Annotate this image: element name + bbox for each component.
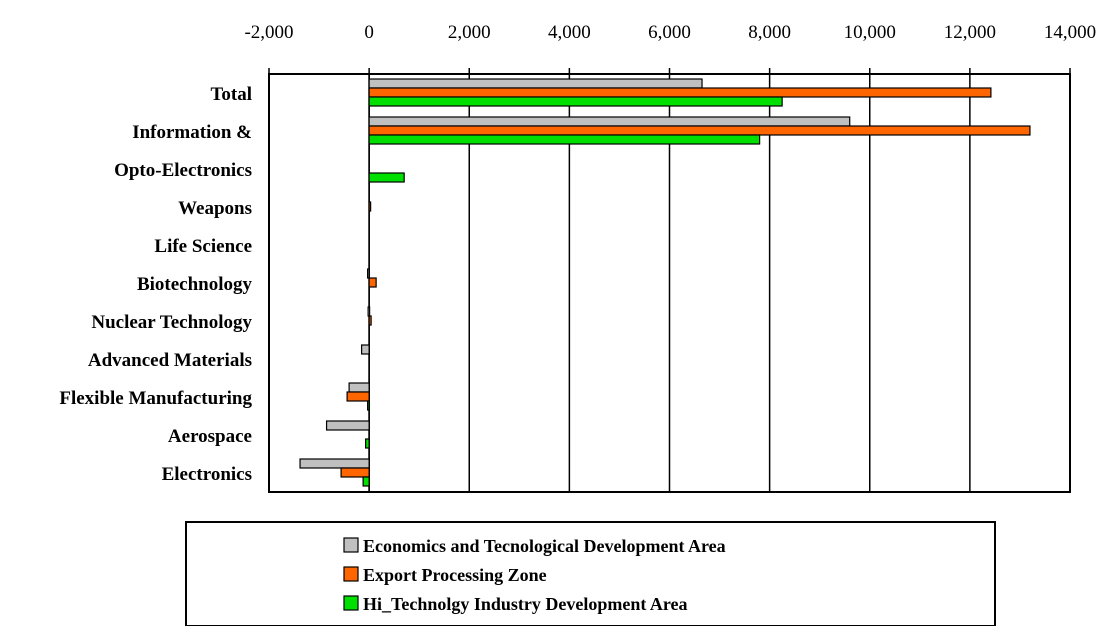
bar: [368, 172, 405, 183]
bar: [367, 400, 370, 411]
x-tick-label: 14,000: [1044, 22, 1096, 43]
legend-label: Hi_Technolgy Industry Development Area: [363, 594, 688, 614]
bar: [362, 476, 370, 487]
category-label: Weapons: [178, 198, 252, 219]
bar: [367, 268, 370, 279]
bar: [299, 458, 370, 469]
bar: [368, 87, 992, 98]
x-tick-label: 0: [364, 22, 374, 43]
bar: [368, 277, 377, 288]
bar: [325, 420, 370, 431]
category-label: Biotechnology: [137, 274, 253, 295]
bar: [368, 116, 851, 127]
category-label: Life Science: [154, 236, 252, 257]
bar: [368, 125, 1031, 136]
category-label: Information &: [132, 122, 252, 143]
x-tick-label: 4,000: [548, 22, 591, 43]
legend-swatch: [343, 566, 359, 582]
category-label: Opto-Electronics: [114, 160, 252, 181]
x-tick-label: 2,000: [448, 22, 491, 43]
bar: [340, 467, 370, 478]
legend-label: Export Processing Zone: [363, 565, 547, 585]
bar: [346, 391, 370, 402]
bar: [368, 315, 372, 326]
x-tick-label: -2,000: [244, 22, 293, 43]
x-tick-label: 6,000: [648, 22, 691, 43]
bar: [368, 78, 703, 89]
legend-swatch: [343, 537, 359, 553]
bar: [368, 201, 372, 212]
x-tick-label: 10,000: [844, 22, 896, 43]
bar: [368, 96, 783, 107]
legend-box: [185, 521, 996, 626]
category-label: Nuclear Technology: [91, 312, 252, 333]
legend-swatch: [343, 595, 359, 611]
bar: [367, 306, 371, 317]
category-labels: Total Information & Opto-Electronics Weapon…: [59, 84, 252, 485]
bar: [368, 134, 761, 145]
category-label: Flexible Manufacturing: [59, 388, 252, 409]
category-label: Electronics: [162, 464, 252, 485]
bar: [365, 438, 370, 449]
x-axis-ticks: -2,000 0 2,000 4,000 6,000 8,000 10,000 12,000 1…: [244, 22, 1096, 74]
legend: Economics and Tecnological Development A…: [185, 521, 996, 626]
bar: [348, 382, 370, 393]
x-tick-label: 12,000: [944, 22, 996, 43]
bars: [299, 78, 1031, 487]
category-label: Advanced Materials: [88, 350, 252, 371]
category-label: Total: [210, 84, 252, 105]
category-label: Aerospace: [168, 426, 252, 447]
x-tick-label: 8,000: [748, 22, 791, 43]
legend-label: Economics and Tecnological Development A…: [363, 536, 726, 556]
bar: [361, 344, 370, 355]
